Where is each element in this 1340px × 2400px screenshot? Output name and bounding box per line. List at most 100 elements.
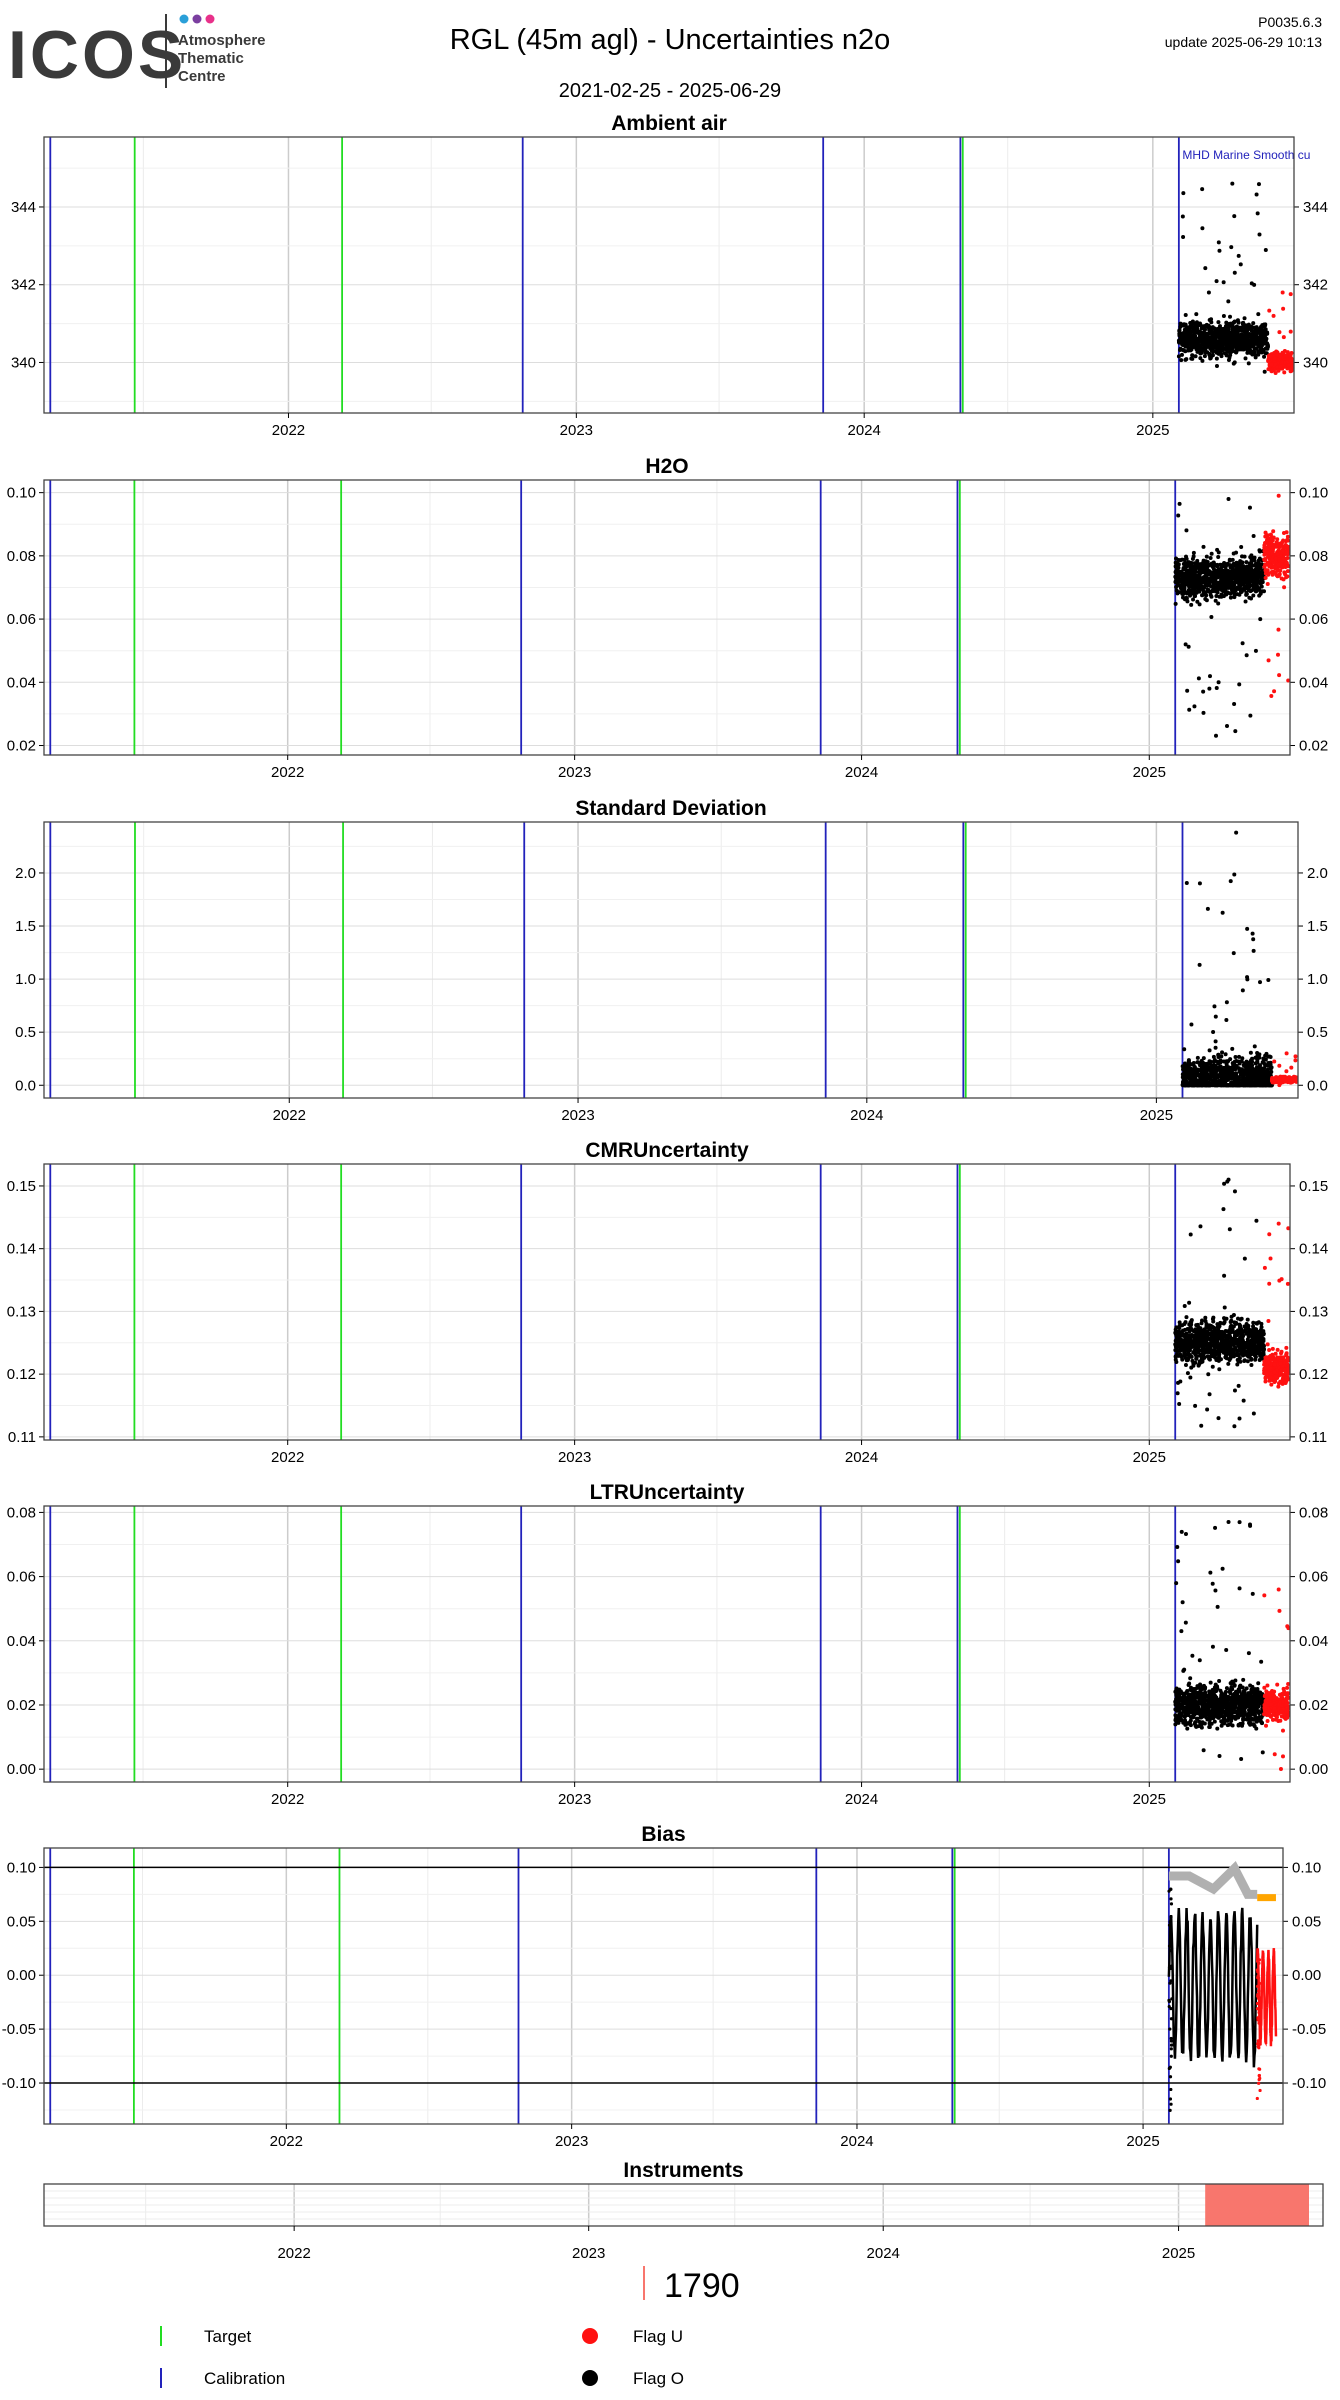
data-point: [1221, 280, 1226, 285]
data-point: [1213, 598, 1218, 603]
data-point: [1208, 1059, 1213, 1064]
y-tick-label: 0.11: [1299, 1429, 1327, 1446]
data-point: [1217, 1367, 1222, 1372]
data-point: [1258, 617, 1263, 622]
data-point: [1194, 1343, 1199, 1348]
data-point: [1243, 1083, 1248, 1088]
data-point: [1257, 232, 1262, 237]
data-point: [1278, 1361, 1283, 1366]
data-point: [1200, 1318, 1205, 1323]
data-point: [1288, 1078, 1293, 1083]
data-point: [1201, 575, 1206, 580]
data-point: [1194, 312, 1199, 317]
data-point: [1256, 312, 1261, 317]
y-tick-label: 0.02: [1299, 738, 1328, 755]
data-point: [1248, 572, 1253, 577]
data-point: [1237, 1068, 1242, 1073]
data-point: [1207, 1048, 1212, 1053]
data-point: [1238, 347, 1243, 352]
data-point: [1180, 1064, 1185, 1069]
data-point: [1232, 1424, 1237, 1429]
data-point: [1194, 340, 1199, 345]
data-point: [1241, 576, 1246, 581]
data-point: [1207, 674, 1212, 679]
data-point: [1263, 1057, 1268, 1062]
data-point: [1210, 1325, 1215, 1330]
data-point: [1212, 335, 1217, 340]
data-point: [1259, 324, 1264, 329]
data-point: [1235, 566, 1240, 571]
data-point: [1183, 1339, 1188, 1344]
data-point: [1273, 556, 1278, 561]
x-tick-label: 2022: [271, 764, 304, 781]
data-point: [1275, 552, 1280, 557]
data-point: [1195, 1067, 1200, 1072]
data-point: [1181, 191, 1186, 196]
data-point: [1194, 347, 1199, 352]
data-point: [1230, 557, 1235, 562]
data-point: [1260, 1060, 1265, 1065]
data-point: [1245, 926, 1250, 931]
data-point: [1206, 290, 1211, 295]
data-point: [1269, 693, 1274, 698]
series-flag-o: [1173, 1520, 1266, 1762]
data-point: [1209, 1354, 1214, 1359]
data-point: [1251, 948, 1256, 953]
data-point: [1199, 1060, 1204, 1065]
data-point: [1273, 1374, 1278, 1379]
data-point: [1288, 353, 1293, 358]
data-point: [1222, 1316, 1227, 1321]
data-point: [1211, 1350, 1216, 1355]
data-point: [1173, 1327, 1178, 1332]
data-point: [1216, 555, 1221, 560]
data-point: [1276, 493, 1281, 498]
data-point: [1218, 339, 1223, 344]
data-point: [1222, 1319, 1227, 1324]
data-point: [1249, 281, 1254, 286]
data-point: [1242, 580, 1247, 585]
data-point: [1262, 543, 1267, 548]
data-point: [1198, 1224, 1203, 1229]
data-point: [1272, 564, 1277, 569]
data-point: [1186, 1070, 1191, 1075]
data-point: [1244, 577, 1249, 582]
data-point: [1211, 1054, 1216, 1059]
page-header: ICOS Atmosphere Thematic Centre RGL (45m…: [0, 0, 1340, 110]
data-point: [1272, 1370, 1277, 1375]
data-point: [1209, 551, 1214, 556]
series-flag-o: [1176, 181, 1270, 374]
data-point: [1210, 576, 1215, 581]
data-point: [1248, 1062, 1253, 1067]
data-point: [1221, 330, 1226, 335]
plot-area: [44, 1506, 1290, 1782]
data-point: [1197, 962, 1202, 967]
data-point: [1259, 347, 1264, 352]
data-point: [1209, 348, 1214, 353]
y-tick-label: 2.0: [1307, 865, 1328, 882]
data-point: [1228, 1327, 1233, 1332]
data-point: [1253, 579, 1258, 584]
data-point: [1194, 563, 1199, 568]
data-point: [1182, 1351, 1187, 1356]
data-point: [1263, 562, 1268, 567]
data-point: [1241, 320, 1246, 325]
data-point: [1183, 1320, 1188, 1325]
data-point: [1275, 537, 1280, 542]
data-point: [1198, 338, 1203, 343]
data-point: [1199, 563, 1204, 568]
data-point: [1270, 542, 1275, 547]
x-tick-label: 2024: [850, 1107, 883, 1124]
data-point: [1196, 1326, 1201, 1331]
data-point: [1178, 323, 1183, 328]
data-point: [1247, 1332, 1252, 1337]
data-point: [1285, 1355, 1290, 1360]
data-point: [1245, 331, 1250, 336]
data-point: [1184, 564, 1189, 569]
data-point: [1214, 594, 1219, 599]
data-point: [1187, 576, 1192, 581]
data-point: [1196, 578, 1201, 583]
data-point: [1284, 575, 1289, 580]
data-point: [1264, 568, 1269, 573]
data-point: [1276, 1384, 1281, 1389]
